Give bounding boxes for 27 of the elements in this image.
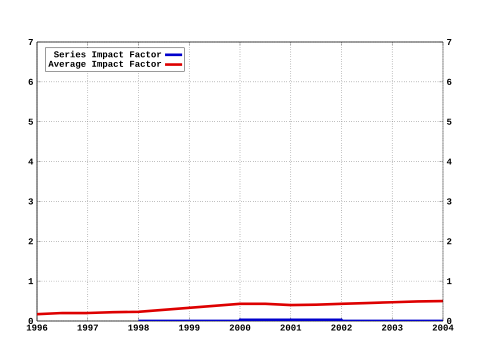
y2-tick-label: 6 xyxy=(447,78,452,85)
x-tick-label: 1999 xyxy=(179,324,200,331)
y-tick-label: 0 xyxy=(28,318,33,324)
x-tick-label: 2002 xyxy=(331,324,352,331)
legend-label: Average Impact Factor xyxy=(48,60,162,69)
y2-tick-label: 0 xyxy=(447,318,452,324)
y-tick-label: 7 xyxy=(28,39,33,45)
y2-tick-label: 1 xyxy=(447,278,452,284)
y-tick-label: 6 xyxy=(28,78,33,85)
y-tick-label: 1 xyxy=(28,278,34,284)
x-tick-label: 2001 xyxy=(280,324,302,331)
x-tick-label: 2003 xyxy=(382,324,403,331)
y2-tick-label: 2 xyxy=(447,238,452,244)
x-tick-label: 1997 xyxy=(78,324,98,331)
y-tick-label: 5 xyxy=(28,118,34,125)
y-tick-label: 3 xyxy=(28,198,34,204)
x-tick-label: 1996 xyxy=(26,324,48,331)
y2-tick-label: 4 xyxy=(446,158,452,165)
y-tick-label: 4 xyxy=(28,158,34,165)
x-tick-label: 2004 xyxy=(432,324,454,331)
legend-label: Series Impact Factor xyxy=(54,50,162,60)
y2-tick-label: 7 xyxy=(447,39,452,45)
x-tick-label: 2000 xyxy=(230,324,250,331)
y-tick-label: 2 xyxy=(28,238,33,244)
y2-tick-label: 3 xyxy=(446,198,452,204)
y2-tick-label: 5 xyxy=(446,118,452,125)
x-tick-label: 1998 xyxy=(128,324,149,331)
